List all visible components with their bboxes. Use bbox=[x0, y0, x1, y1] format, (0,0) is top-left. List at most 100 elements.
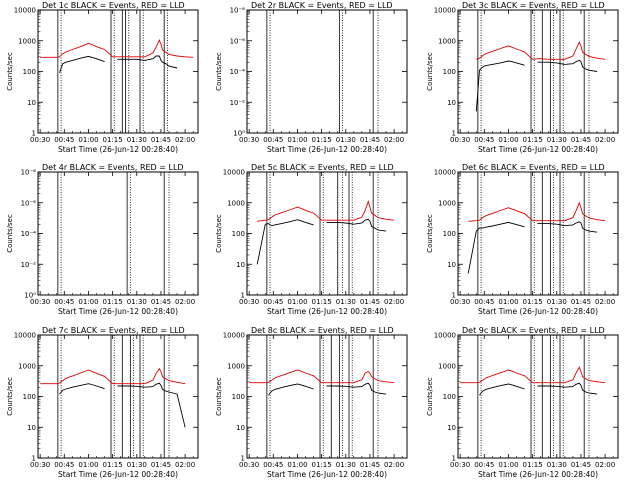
x-tick-label: 00:30 bbox=[239, 136, 259, 144]
y-axis-label: Counts/sec bbox=[215, 52, 223, 91]
y-axis-label: Counts/sec bbox=[426, 52, 434, 91]
x-tick-label: 00:45 bbox=[54, 136, 74, 144]
panel-title: Det 9c BLACK = Events, RED = LLD bbox=[462, 326, 605, 335]
x-tick-label: 02:00 bbox=[384, 461, 404, 469]
panel-9: Det 9c BLACK = Events, RED = LLD 00:30 00:… bbox=[426, 326, 619, 479]
y-tick-label: 10⁻⁴ bbox=[21, 230, 37, 238]
x-axis-label: Start Time (26-Jun-12 00:28:40) bbox=[267, 470, 387, 479]
x-tick-label: 02:00 bbox=[175, 461, 195, 469]
x-tick-label: 00:30 bbox=[30, 461, 50, 469]
y-tick-label: 10 bbox=[447, 424, 456, 432]
x-tick-label: 01:45 bbox=[571, 461, 591, 469]
y-tick-label: 1 bbox=[452, 455, 456, 463]
x-tick-label: 01:30 bbox=[127, 461, 147, 469]
x-tick-label: 00:45 bbox=[263, 461, 283, 469]
x-axis-label: Start Time (26-Jun-12 00:28:40) bbox=[267, 145, 387, 154]
events-line bbox=[475, 59, 598, 112]
x-tick-label: 02:00 bbox=[384, 136, 404, 144]
y-tick-label: 1000 bbox=[438, 37, 456, 45]
x-tick-label: 00:45 bbox=[263, 136, 283, 144]
x-tick-label: 00:45 bbox=[263, 298, 283, 306]
x-tick-label: 01:00 bbox=[78, 298, 98, 306]
x-tick-label: 01:15 bbox=[312, 136, 332, 144]
x-tick-label: 01:00 bbox=[78, 461, 98, 469]
y-tick-label: 1000 bbox=[18, 362, 36, 370]
y-tick-label: 10⁰ bbox=[24, 292, 36, 300]
y-tick-label: 10⁻⁸ bbox=[21, 169, 37, 177]
x-tick-label: 00:45 bbox=[474, 298, 494, 306]
x-tick-label: 00:30 bbox=[450, 461, 470, 469]
y-tick-label: 1000 bbox=[18, 37, 36, 45]
y-tick-label: 100 bbox=[232, 230, 245, 238]
y-tick-label: 1000 bbox=[227, 362, 245, 370]
y-tick-label: 10 bbox=[27, 424, 36, 432]
y-tick-label: 10⁰ bbox=[233, 130, 245, 138]
x-tick-label: 02:00 bbox=[175, 298, 195, 306]
y-tick-label: 10000 bbox=[14, 332, 36, 340]
x-axis-label: Start Time (26-Jun-12 00:28:40) bbox=[478, 470, 598, 479]
events-line bbox=[268, 382, 387, 396]
x-tick-label: 01:45 bbox=[571, 298, 591, 306]
x-tick-label: 01:45 bbox=[360, 461, 380, 469]
y-axis-label: Counts/sec bbox=[426, 377, 434, 416]
y-tick-label: 10 bbox=[236, 261, 245, 269]
x-tick-label: 00:45 bbox=[54, 461, 74, 469]
y-axis-label: Counts/sec bbox=[6, 214, 14, 253]
y-axis-label: Counts/sec bbox=[6, 377, 14, 416]
y-tick-label: 10000 bbox=[434, 169, 456, 177]
y-tick-label: 10 bbox=[447, 261, 456, 269]
lld-line bbox=[40, 367, 186, 385]
panel-4: Det 4r BLACK = Events, RED = LLD 00:30 00:… bbox=[6, 163, 199, 316]
plot-frame bbox=[457, 334, 619, 459]
y-tick-label: 100 bbox=[443, 68, 456, 76]
x-tick-label: 00:45 bbox=[54, 298, 74, 306]
y-tick-label: 10⁻⁴ bbox=[230, 68, 246, 76]
x-tick-label: 01:45 bbox=[571, 136, 591, 144]
x-tick-label: 01:00 bbox=[498, 136, 518, 144]
plot-frame bbox=[246, 9, 408, 134]
y-tick-label: 10000 bbox=[434, 332, 456, 340]
events-line bbox=[59, 382, 186, 428]
y-axis-label: Counts/sec bbox=[215, 214, 223, 253]
lld-line bbox=[476, 41, 606, 60]
events-line bbox=[59, 55, 178, 74]
x-axis-label: Start Time (26-Jun-12 00:28:40) bbox=[58, 307, 178, 316]
x-axis-label: Start Time (26-Jun-12 00:28:40) bbox=[58, 145, 178, 154]
x-tick-label: 01:45 bbox=[360, 298, 380, 306]
y-tick-label: 10⁻² bbox=[230, 99, 246, 107]
events-line bbox=[256, 218, 387, 265]
plot-frame bbox=[37, 334, 199, 459]
x-axis-label: Start Time (26-Jun-12 00:28:40) bbox=[267, 307, 387, 316]
x-tick-label: 00:45 bbox=[474, 461, 494, 469]
x-tick-label: 01:30 bbox=[547, 298, 567, 306]
x-tick-label: 01:30 bbox=[336, 298, 356, 306]
y-tick-label: 1 bbox=[32, 130, 36, 138]
x-tick-label: 00:45 bbox=[474, 136, 494, 144]
x-tick-label: 01:15 bbox=[312, 461, 332, 469]
x-tick-label: 01:30 bbox=[336, 461, 356, 469]
x-tick-label: 01:30 bbox=[336, 136, 356, 144]
x-tick-label: 02:00 bbox=[175, 136, 195, 144]
x-tick-label: 01:30 bbox=[547, 136, 567, 144]
panel-6: Det 6c BLACK = Events, RED = LLD 00:30 00:… bbox=[426, 163, 619, 316]
events-line bbox=[479, 382, 598, 396]
y-tick-label: 10⁻⁸ bbox=[230, 7, 246, 15]
panel-title: Det 5c BLACK = Events, RED = LLD bbox=[251, 163, 394, 172]
lld-line bbox=[257, 200, 395, 222]
y-tick-label: 100 bbox=[23, 68, 36, 76]
plot-frame bbox=[246, 334, 408, 459]
x-tick-label: 01:45 bbox=[151, 461, 171, 469]
y-axis-label: Counts/sec bbox=[426, 214, 434, 253]
x-tick-label: 01:00 bbox=[287, 461, 307, 469]
y-tick-label: 10 bbox=[27, 99, 36, 107]
panel-title: Det 8c BLACK = Events, RED = LLD bbox=[251, 326, 394, 335]
y-tick-label: 10⁻⁶ bbox=[21, 199, 37, 207]
panel-title: Det 1c BLACK = Events, RED = LLD bbox=[42, 1, 185, 10]
y-tick-label: 100 bbox=[23, 393, 36, 401]
x-tick-label: 02:00 bbox=[384, 298, 404, 306]
x-tick-label: 01:30 bbox=[547, 461, 567, 469]
y-axis-label: Counts/sec bbox=[215, 377, 223, 416]
x-tick-label: 01:15 bbox=[103, 461, 123, 469]
x-axis-label: Start Time (26-Jun-12 00:28:40) bbox=[478, 307, 598, 316]
